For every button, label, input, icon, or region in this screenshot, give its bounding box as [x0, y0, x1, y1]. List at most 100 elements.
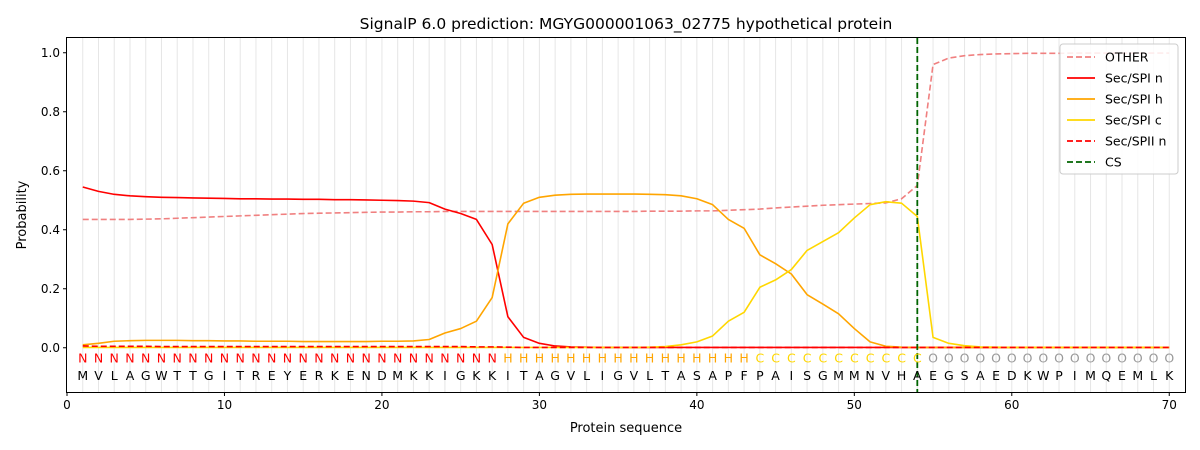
- region-label: O: [928, 351, 938, 366]
- residue-letter: K: [1165, 368, 1174, 383]
- region-label: N: [456, 351, 465, 366]
- region-label: N: [314, 351, 323, 366]
- residue-letter: K: [488, 368, 497, 383]
- residue-letter: P: [1055, 368, 1063, 383]
- y-tick-label: 0.0: [41, 341, 60, 355]
- region-label: N: [362, 351, 371, 366]
- residue-letter: F: [740, 368, 747, 383]
- region-label: O: [1133, 351, 1143, 366]
- residue-letter: E: [929, 368, 937, 383]
- region-label: H: [629, 351, 638, 366]
- region-label: O: [991, 351, 1001, 366]
- region-label: H: [535, 351, 544, 366]
- residue-letter: V: [882, 368, 891, 383]
- region-label: O: [1038, 351, 1048, 366]
- region-label: H: [739, 351, 748, 366]
- residue-letter: T: [172, 368, 181, 383]
- residue-letter: L: [1150, 368, 1157, 383]
- region-label: C: [755, 351, 764, 366]
- region-label: C: [803, 351, 812, 366]
- residue-letter: G: [204, 368, 214, 383]
- residue-letter: M: [849, 368, 860, 383]
- region-label: H: [708, 351, 717, 366]
- chart-title: SignalP 6.0 prediction: MGYG000001063_02…: [360, 15, 893, 34]
- residue-letter: I: [601, 368, 605, 383]
- residue-letter: M: [392, 368, 403, 383]
- y-tick-label: 0.6: [41, 164, 60, 178]
- region-label: H: [645, 351, 654, 366]
- residue-letter: I: [443, 368, 447, 383]
- region-label: H: [566, 351, 575, 366]
- region-label: N: [94, 351, 103, 366]
- sequence-annotation: NMNVNLNANGNWNTNTNGNINTNRNENYNENRNKNENNND…: [77, 351, 1174, 384]
- region-label: C: [787, 351, 796, 366]
- region-label: N: [487, 351, 496, 366]
- x-axis-label: Protein sequence: [570, 421, 682, 436]
- residue-letter: N: [865, 368, 874, 383]
- region-label: O: [1054, 351, 1064, 366]
- residue-letter: E: [268, 368, 276, 383]
- residue-letter: D: [377, 368, 387, 383]
- series-line: [82, 345, 1170, 349]
- residue-letter: R: [252, 368, 261, 383]
- residue-letter: N: [362, 368, 371, 383]
- residue-letter: M: [1132, 368, 1143, 383]
- residue-letter: A: [771, 368, 780, 383]
- region-label: H: [582, 351, 591, 366]
- residue-letter: Y: [283, 368, 292, 383]
- residue-letter: K: [1023, 368, 1032, 383]
- residue-letter: E: [992, 368, 1000, 383]
- residue-letter: A: [976, 368, 985, 383]
- region-label: H: [519, 351, 528, 366]
- region-label: H: [598, 351, 607, 366]
- legend-label: Sec/SPI c: [1105, 113, 1162, 128]
- legend-label: Sec/SPII n: [1105, 134, 1166, 149]
- region-label: O: [1117, 351, 1127, 366]
- region-label: O: [960, 351, 970, 366]
- region-label: C: [897, 351, 906, 366]
- region-label: O: [1101, 351, 1111, 366]
- region-label: N: [110, 351, 119, 366]
- region-label: N: [236, 351, 245, 366]
- series-line: [82, 200, 1170, 349]
- region-label: O: [1086, 351, 1096, 366]
- residue-letter: M: [77, 368, 88, 383]
- residue-letter: G: [613, 368, 623, 383]
- residue-letter: A: [913, 368, 922, 383]
- region-label: N: [78, 351, 87, 366]
- region-label: N: [330, 351, 339, 366]
- region-label: C: [818, 351, 827, 366]
- region-label: N: [299, 351, 308, 366]
- region-label: N: [173, 351, 182, 366]
- residue-letter: L: [646, 368, 653, 383]
- region-label: H: [692, 351, 701, 366]
- residue-letter: L: [111, 368, 118, 383]
- residue-letter: A: [708, 368, 717, 383]
- x-tick-label: 10: [217, 398, 232, 412]
- residue-letter: A: [126, 368, 135, 383]
- residue-letter: T: [519, 368, 528, 383]
- region-label: N: [424, 351, 433, 366]
- residue-letter: A: [535, 368, 544, 383]
- x-tick-label: 60: [1004, 398, 1019, 412]
- residue-letter: T: [661, 368, 670, 383]
- legend: OTHER Sec/SPI n Sec/SPI h Sec/SPI c Sec/SPII…: [1059, 43, 1179, 175]
- region-label: N: [204, 351, 213, 366]
- region-label: C: [834, 351, 843, 366]
- residue-letter: G: [944, 368, 954, 383]
- y-tick-label: 0.2: [41, 282, 60, 296]
- residue-letter: G: [550, 368, 560, 383]
- residue-letter: K: [331, 368, 340, 383]
- region-label: N: [409, 351, 418, 366]
- residue-letter: V: [630, 368, 639, 383]
- residue-letter: R: [315, 368, 324, 383]
- region-label: N: [346, 351, 355, 366]
- residue-letter: I: [1073, 368, 1077, 383]
- residue-letter: I: [223, 368, 227, 383]
- residue-letter: V: [94, 368, 103, 383]
- residue-letter: S: [803, 368, 811, 383]
- region-label: N: [251, 351, 260, 366]
- residue-letter: E: [346, 368, 354, 383]
- y-tick-label: 0.4: [41, 223, 60, 237]
